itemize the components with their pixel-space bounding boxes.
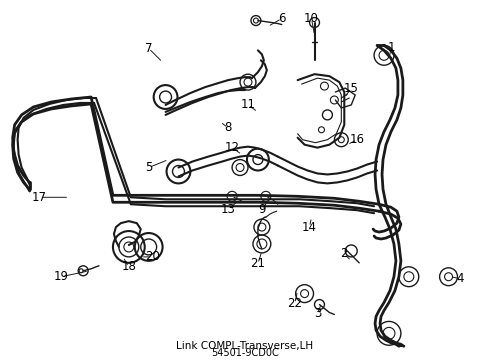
Text: 13: 13 <box>220 203 236 216</box>
Text: 12: 12 <box>224 141 240 154</box>
Text: 5: 5 <box>145 161 152 174</box>
Text: 4: 4 <box>457 272 464 285</box>
Text: 17: 17 <box>32 191 47 204</box>
Text: 22: 22 <box>287 297 302 310</box>
Text: 15: 15 <box>344 82 359 95</box>
Text: 16: 16 <box>350 133 365 146</box>
Text: 19: 19 <box>54 270 69 283</box>
Text: 20: 20 <box>145 250 160 264</box>
Text: 9: 9 <box>258 203 266 216</box>
Text: 8: 8 <box>224 121 232 134</box>
Text: 1: 1 <box>387 41 395 54</box>
Text: 7: 7 <box>145 42 152 55</box>
Text: Link COMPL-Transverse,LH: Link COMPL-Transverse,LH <box>176 341 314 351</box>
Text: 21: 21 <box>250 257 266 270</box>
Text: 10: 10 <box>304 12 319 25</box>
Text: 54501-9CD0C: 54501-9CD0C <box>211 348 279 358</box>
Text: 14: 14 <box>302 221 317 234</box>
Text: 3: 3 <box>314 307 321 320</box>
Text: 6: 6 <box>278 12 286 25</box>
Text: 2: 2 <box>341 247 348 260</box>
Text: 11: 11 <box>241 98 255 112</box>
Text: 18: 18 <box>122 260 136 273</box>
